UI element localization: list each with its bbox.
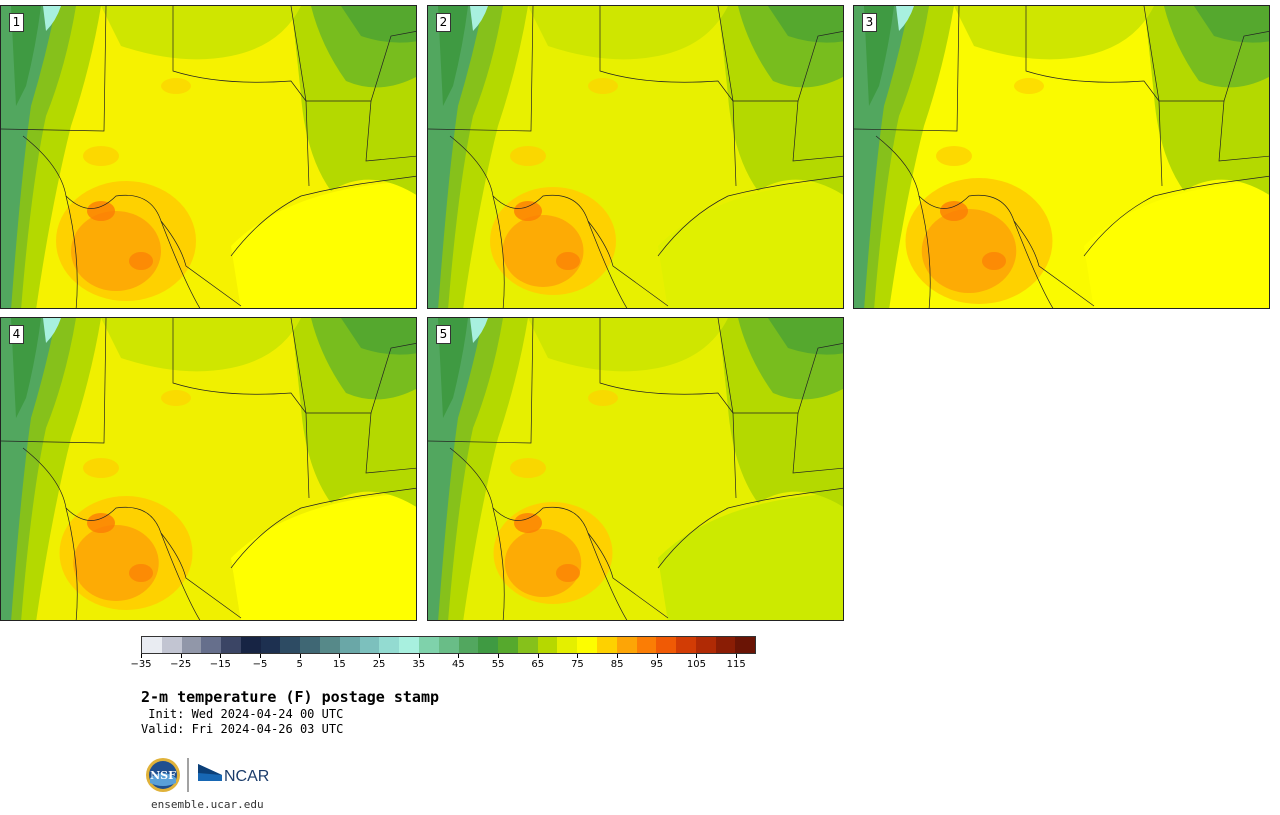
colorbar-tick-label: 85	[610, 659, 624, 670]
colorbar-segment	[458, 637, 479, 653]
colorbar-tick-label: 15	[333, 659, 346, 670]
colorbar-tick-label: 75	[571, 659, 584, 670]
colorbar-segment	[715, 637, 736, 653]
colorbar-segment	[418, 637, 439, 653]
colorbar-tick-label: −35	[130, 659, 152, 670]
colorbar-segment	[636, 637, 657, 653]
colorbar-tick	[180, 654, 182, 658]
colorbar-tick-label: 35	[412, 659, 426, 670]
colorbar-tick	[537, 654, 539, 658]
panel-number: 4	[9, 325, 24, 344]
colorbar-segment	[201, 637, 222, 653]
colorbar-segment	[260, 637, 281, 653]
colorbar-segment	[399, 637, 419, 653]
colorbar-tick	[418, 654, 420, 658]
colorbar-segment	[142, 637, 162, 653]
temperature-map	[854, 6, 1269, 308]
colorbar-tick	[656, 654, 658, 658]
colorbar-tick-label: 45	[452, 659, 465, 670]
colorbar-tick	[696, 654, 698, 658]
colorbar-tick-label: 25	[372, 659, 386, 670]
colorbar-segment	[320, 637, 340, 653]
colorbar-tick-label: 65	[531, 659, 545, 670]
colorbar-tick-label: 105	[686, 659, 707, 670]
colorbar-segment	[300, 637, 321, 653]
colorbar-tick	[220, 654, 222, 658]
panel-number: 1	[9, 13, 24, 32]
temperature-map	[428, 6, 843, 308]
colorbar-segment	[359, 637, 380, 653]
member-panel-4: 4	[0, 317, 417, 621]
nsf-logo: NSF	[146, 758, 180, 792]
colorbar-segment	[537, 637, 558, 653]
temperature-map	[1, 6, 416, 308]
colorbar-tick	[299, 654, 301, 658]
temperature-colorbar	[141, 636, 756, 654]
colorbar-segment	[616, 637, 637, 653]
colorbar-tick-label: 115	[726, 659, 746, 670]
colorbar-tick-label: −25	[170, 659, 192, 670]
colorbar-tick-label: −15	[209, 659, 231, 670]
colorbar-segment	[676, 637, 696, 653]
valid-time: Valid: Fri 2024-04-26 03 UTC	[141, 722, 344, 736]
colorbar-tick	[458, 654, 460, 658]
nsf-logo-text: NSF	[150, 769, 176, 782]
colorbar-tick-label: −5	[252, 659, 268, 670]
panel-number: 5	[436, 325, 451, 344]
colorbar-tick	[339, 654, 341, 658]
colorbar-segment	[280, 637, 301, 653]
init-time: Init: Wed 2024-04-24 00 UTC	[141, 707, 344, 721]
colorbar-tick-label: 55	[491, 659, 505, 670]
colorbar-tick	[577, 654, 579, 658]
panel-number: 2	[436, 13, 451, 32]
figure-title: 2-m temperature (F) postage stamp	[141, 688, 440, 706]
colorbar-segment	[478, 637, 499, 653]
member-panel-1: 1	[0, 5, 417, 309]
colorbar-tick-label: 5	[296, 659, 303, 670]
site-url: ensemble.ucar.edu	[151, 798, 264, 811]
colorbar-segment	[161, 637, 182, 653]
member-panel-5: 5	[427, 317, 844, 621]
colorbar-segment	[557, 637, 578, 653]
temperature-map	[428, 318, 843, 620]
colorbar-segment	[438, 637, 459, 653]
member-panel-2: 2	[427, 5, 844, 309]
colorbar-segment	[339, 637, 360, 653]
colorbar-tick	[736, 654, 738, 658]
colorbar-tick	[617, 654, 619, 658]
colorbar-segment	[517, 637, 538, 653]
colorbar-segment	[577, 637, 597, 653]
panel-number: 3	[862, 13, 877, 32]
colorbar-segment	[221, 637, 241, 653]
member-panel-3: 3	[853, 5, 1270, 309]
ncar-logo-text: NCAR	[224, 768, 269, 785]
colorbar-tick	[141, 654, 142, 658]
colorbar-tick-labels: −35 −25 −15 −5 5 15 25 35 45 55 65 75 85 95 105 115	[130, 654, 756, 674]
colorbar-segment	[656, 637, 677, 653]
colorbar-segment	[735, 637, 756, 653]
colorbar-segment	[379, 637, 400, 653]
colorbar-tick-label: 95	[650, 659, 664, 670]
nsf-ncar-logos: NSF NCAR	[146, 758, 269, 792]
ncar-logo: NCAR	[198, 764, 269, 785]
colorbar-segment	[240, 637, 261, 653]
colorbar-tick	[498, 654, 500, 658]
colorbar-tick	[260, 654, 262, 658]
colorbar-segment	[695, 637, 716, 653]
temperature-map	[1, 318, 416, 620]
colorbar-tick	[379, 654, 381, 658]
colorbar-segment	[498, 637, 518, 653]
colorbar-segment	[596, 637, 617, 653]
colorbar-segment	[181, 637, 202, 653]
